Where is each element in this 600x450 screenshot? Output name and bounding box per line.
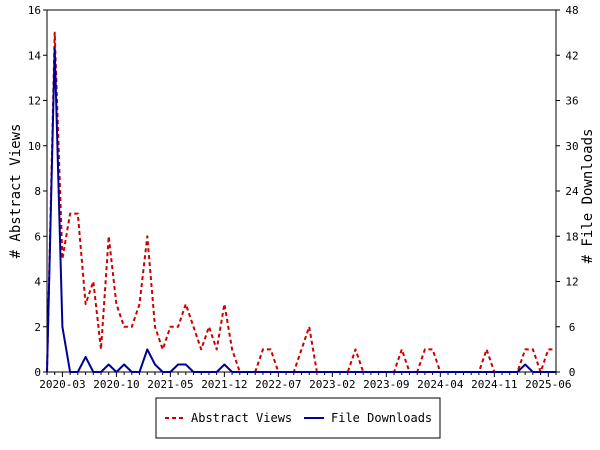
x-tick-label: 2021-12: [201, 378, 247, 391]
plot-area: [46, 9, 557, 373]
series-layer: [46, 31, 556, 373]
y-axis-title: # Abstract Views: [8, 124, 24, 259]
y2-tick-label: 0: [569, 366, 576, 379]
y2-tick-label: 48: [565, 4, 578, 17]
y2-tick-label: 18: [565, 230, 578, 243]
legend-label-file-downloads: File Downloads: [331, 411, 432, 425]
y-tick-label: 0: [34, 366, 41, 379]
x-tick-label: 2023-09: [363, 378, 409, 391]
legend-label-abstract-views: Abstract Views: [191, 411, 292, 425]
y-tick-label: 14: [28, 49, 42, 62]
y2-axis-title: # File Downloads: [580, 129, 596, 264]
y-tick-label: 10: [28, 140, 41, 153]
y2-tick-label: 6: [569, 321, 576, 334]
y2-tick-label: 30: [565, 140, 578, 153]
x-tick-label: 2020-03: [39, 378, 85, 391]
y2-tick-label: 42: [565, 49, 578, 62]
x-tick-label: 2023-02: [309, 378, 355, 391]
x-tick-label: 2020-10: [93, 378, 139, 391]
x-tick-label: 2024-11: [471, 378, 517, 391]
right-axis: 0 6 12 18 24 30 36 42 48: [556, 4, 579, 379]
y2-tick-label: 24: [565, 185, 579, 198]
y-tick-label: 6: [34, 230, 41, 243]
series-line-file-downloads: [46, 46, 556, 373]
legend: Abstract Views File Downloads: [155, 397, 441, 439]
x-tick-label: 2021-05: [147, 378, 193, 391]
x-tick-label: 2024-04: [417, 378, 464, 391]
x-axis: 2020-03 2020-10 2021-05 2021-12 2022-07 2023-…: [39, 372, 571, 391]
y-tick-label: 8: [34, 185, 41, 198]
left-axis: 0 2 4 6 8 10 12 14 16: [28, 4, 47, 379]
y-tick-label: 2: [34, 321, 41, 334]
legend-box: [155, 397, 441, 439]
y-tick-label: 12: [28, 95, 41, 108]
y2-tick-label: 12: [565, 276, 578, 289]
y-tick-label: 16: [28, 4, 41, 17]
y-tick-label: 4: [34, 276, 41, 289]
x-tick-label: 2022-07: [255, 378, 301, 391]
x-tick-label: 2025-06: [525, 378, 571, 391]
y2-tick-label: 36: [565, 95, 578, 108]
